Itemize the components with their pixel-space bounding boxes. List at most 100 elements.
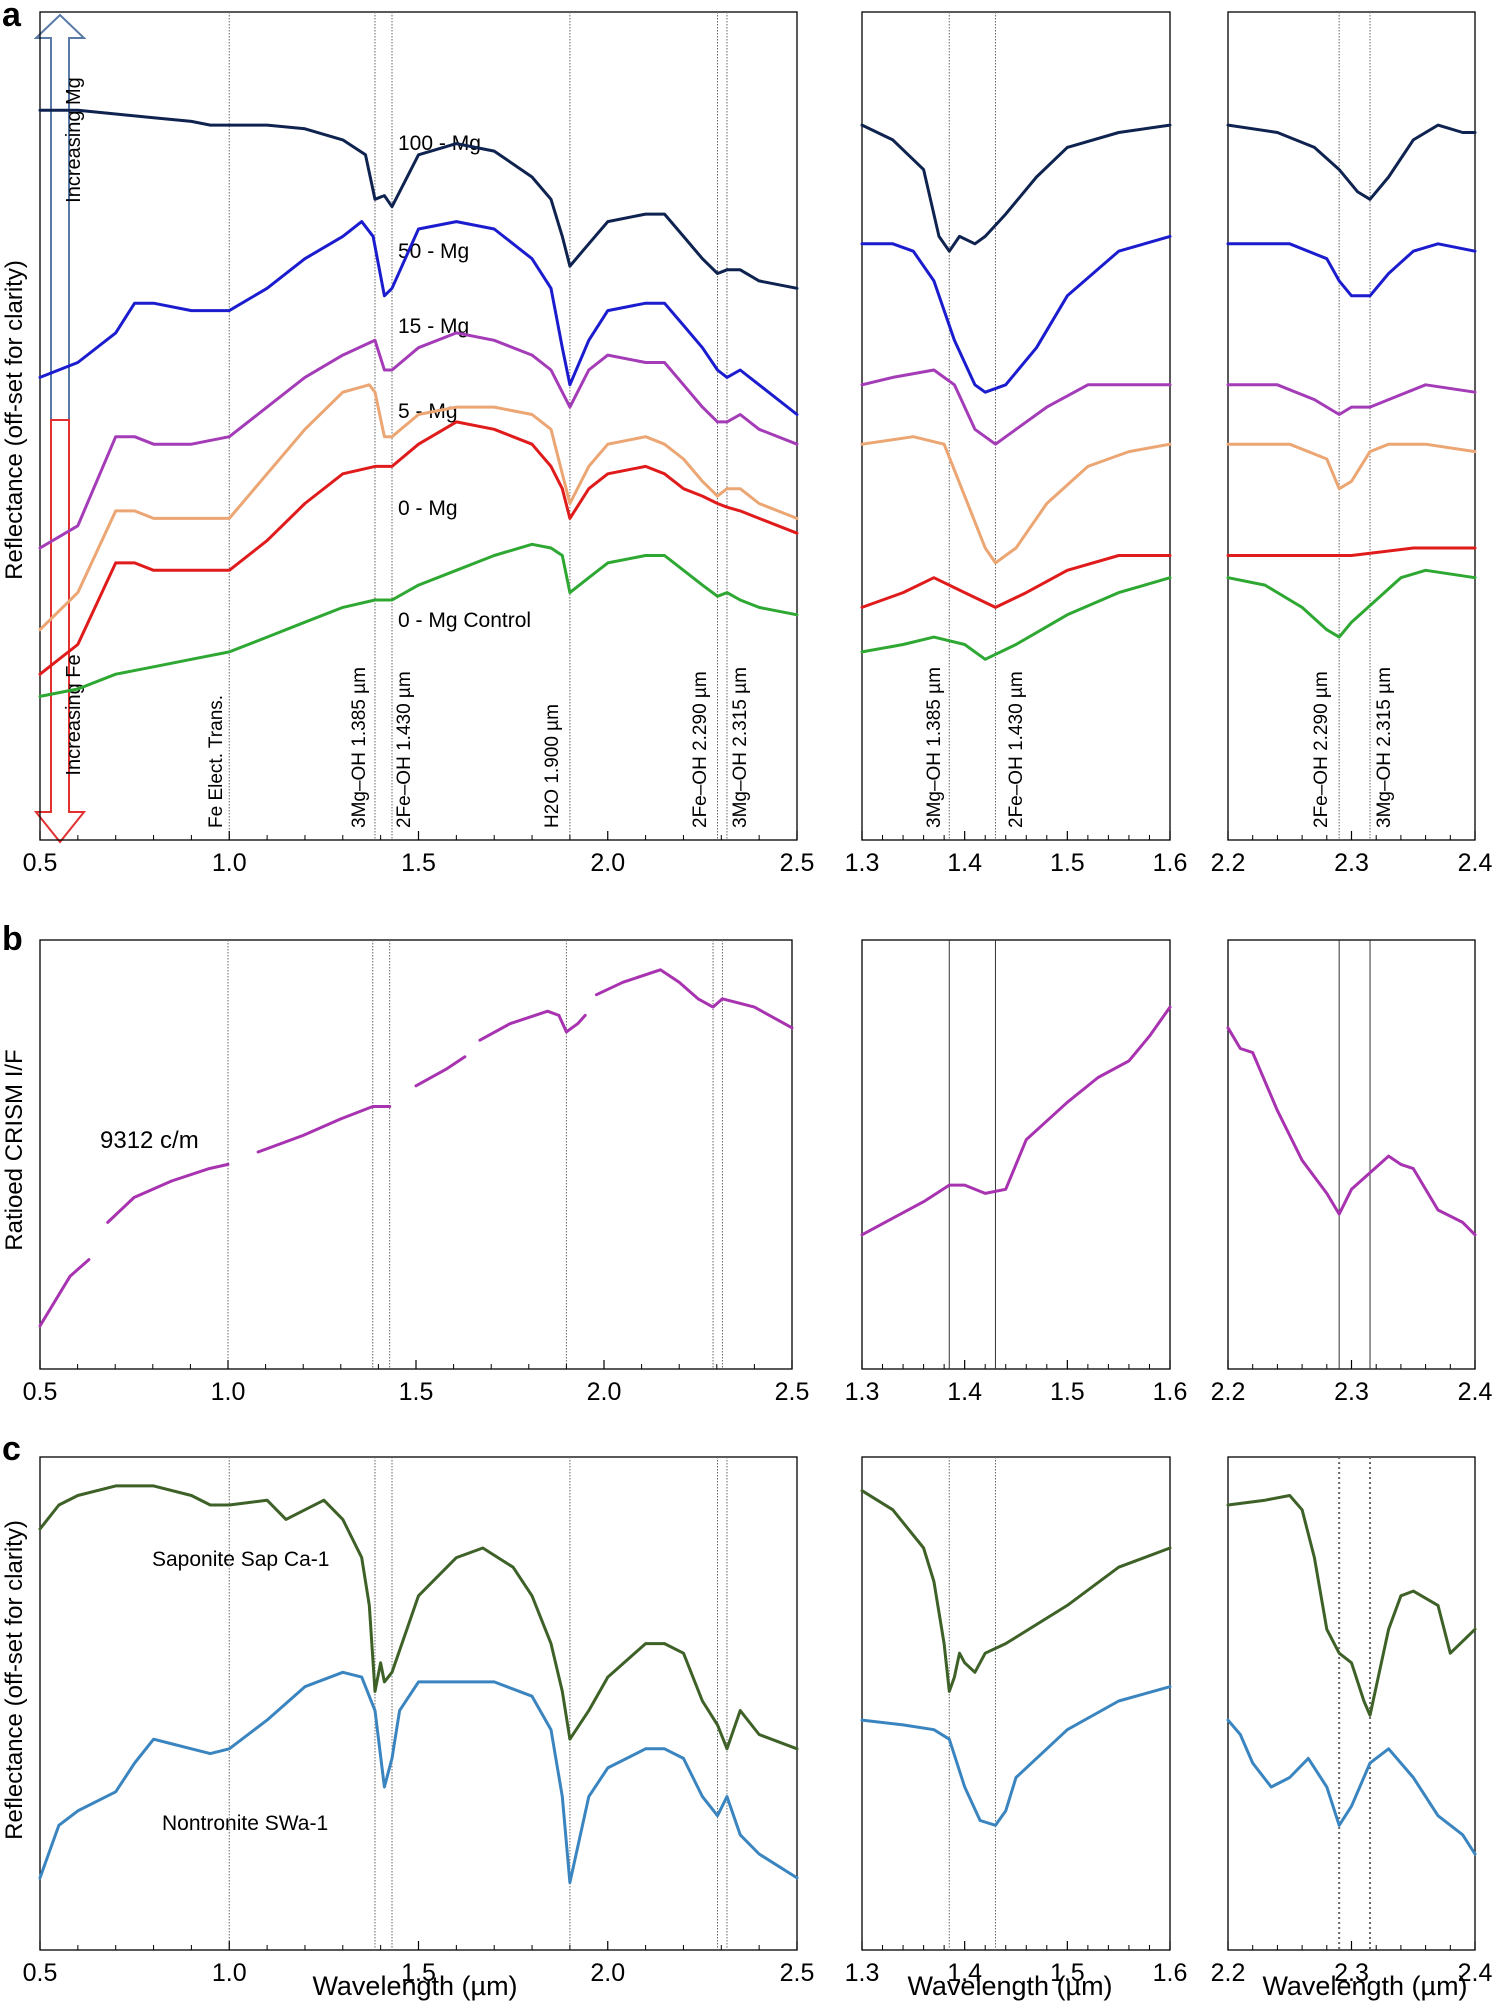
main-xlabel: Wavelength (µm)	[312, 1971, 517, 2001]
x-tick-label: 2.2	[1211, 849, 1246, 877]
x-tick-label: 2.5	[775, 1378, 810, 1406]
series-line-100-mg	[38, 108, 799, 290]
x-tick-label: 2.5	[780, 849, 815, 877]
series-label-15mg: 15 - Mg	[398, 315, 469, 338]
series-line-0-mg	[38, 420, 799, 676]
plot-frame	[861, 939, 1171, 1370]
x-tick-label: 2.4	[1458, 849, 1493, 877]
series-line-nontronite-swa-1	[860, 1685, 1172, 1827]
plot-c-main: 0.5 1.0 1.5 2.0 2.5	[23, 1456, 815, 1987]
x-tick-label: 0.5	[23, 849, 58, 877]
series-line-5-mg	[38, 383, 799, 632]
panel-label-c: c	[2, 1430, 21, 1468]
x-tick-label: 1.0	[211, 1378, 246, 1406]
increasing-mg-label: Increasing Mg	[63, 77, 85, 203]
x-tick-label: 2.5	[780, 1959, 815, 1987]
x-tick-label: 0.5	[23, 1959, 58, 1987]
series-line-saponite-sap-ca-1	[1226, 1494, 1477, 1717]
series-line-50-mg	[860, 234, 1172, 394]
plot-b-zoom2: 2.2 2.3 2.4	[1211, 939, 1493, 1406]
series-label-control: 0 - Mg Control	[398, 609, 531, 632]
x-tick-label: 2.0	[587, 1378, 622, 1406]
feature-label-h2o-text: H2O 1.900 µm	[542, 704, 563, 828]
series-line-0-mg-control	[38, 542, 799, 698]
series-line-nontronite-swa-1	[38, 1670, 799, 1885]
series-line-0-mg	[1226, 546, 1477, 557]
series-line-5-mg	[860, 435, 1172, 565]
series-line-0-mg-control	[860, 576, 1172, 661]
panel-c-ylabel: Reflectance (off-set for clarity)	[1, 1520, 28, 1840]
x-tick-label: 1.3	[845, 1959, 880, 1987]
x-tick-label: 1.5	[401, 1959, 436, 1987]
feature-label-3mgoh-2315: 3Mg–OH 2.315 µm	[730, 667, 751, 828]
panel-label-a: a	[2, 0, 22, 34]
plot-frame	[1227, 1456, 1476, 1951]
feature-label-2feoh-1430: 2Fe–OH 1.430 µm	[394, 671, 415, 828]
series-line-50-mg	[1226, 242, 1477, 298]
x-tick-label: 1.4	[947, 1959, 982, 1987]
plot-frame	[1227, 11, 1476, 841]
x-tick-label: 1.5	[1050, 1378, 1085, 1406]
plot-c-zoom2: 2.2 2.3 2.4	[1211, 1456, 1493, 1987]
series-line-15-mg	[1226, 383, 1477, 416]
plot-frame	[39, 1456, 798, 1951]
series-line-100-mg	[860, 123, 1172, 253]
feature-label-h2o-1900: H2O 1.900 µm	[542, 704, 563, 828]
x-tick-label: 2.3	[1334, 1378, 1369, 1406]
x-tick-label: 1.4	[947, 1378, 982, 1406]
x-tick-label: 1.3	[845, 849, 880, 877]
saponite-label: Saponite Sap Ca-1	[152, 1548, 329, 1571]
plot-a-main: 0.5 1.0 1.5 2.0 2.5	[23, 11, 815, 877]
series-line-9312-c-m	[860, 1005, 1172, 1237]
plot-frame	[39, 939, 793, 1370]
x-tick-label: 1.6	[1153, 1378, 1188, 1406]
feature-label-2feoh-2290: 2Fe–OH 2.290 µm	[690, 671, 711, 828]
series-line-9312-c-m	[595, 968, 794, 1030]
series-line-5-mg	[1226, 442, 1477, 491]
zoom1-feature-label-3mgoh: 3Mg–OH 1.385 µm	[924, 667, 945, 828]
plot-a-zoom2: 2.2 2.3 2.4	[1211, 11, 1493, 877]
series-label-0mg: 0 - Mg	[398, 497, 458, 520]
x-tick-label: 1.0	[212, 1959, 247, 1987]
x-tick-label: 2.4	[1458, 1959, 1493, 1987]
plot-c-zoom1: 1.3 1.4 1.5 1.6	[845, 1456, 1188, 1987]
feature-label-3mgoh-1385: 3Mg–OH 1.385 µm	[349, 667, 370, 828]
x-tick-label: 1.5	[399, 1378, 434, 1406]
series-line-0-mg	[860, 554, 1172, 609]
x-tick-label: 2.2	[1211, 1959, 1246, 1987]
x-tick-label: 2.0	[590, 1959, 625, 1987]
crism-annotation: 9312 c/m	[100, 1127, 199, 1154]
zoom2-feature-label-3mgoh: 3Mg–OH 2.315 µm	[1374, 667, 1395, 828]
series-line-0-mg-control	[1226, 568, 1477, 639]
x-tick-label: 2.4	[1458, 1378, 1493, 1406]
panel-a-ylabel: Reflectance (off-set for clarity)	[1, 260, 28, 580]
plot-a-zoom1: 1.3 1.4 1.5 1.6	[845, 11, 1187, 877]
series-line-9312-c-m	[106, 1162, 230, 1224]
plots: 0.5 1.0 1.5 2.0 2.5 1.3 1.4 1.5 1.6 2.2 2.3 2.4 0.5 1…	[23, 11, 1493, 1987]
series-label-50mg: 50 - Mg	[398, 240, 469, 263]
zoom2-xlabel: Wavelength (µm)	[1262, 1971, 1467, 2001]
nontronite-label: Nontronite SWa-1	[162, 1812, 328, 1835]
series-line-9312-c-m	[38, 1258, 91, 1328]
zoom1-feature-label-2feoh: 2Fe–OH 1.430 µm	[1006, 671, 1027, 828]
plot-frame	[861, 11, 1171, 841]
x-tick-label: 1.5	[1050, 849, 1085, 877]
x-tick-label: 1.0	[212, 849, 247, 877]
series-line-saponite-sap-ca-1	[38, 1484, 799, 1751]
series-line-9312-c-m	[478, 1009, 587, 1042]
series-line-9312-c-m	[414, 1055, 467, 1088]
x-tick-label: 1.6	[1153, 1959, 1188, 1987]
x-tick-label: 2.3	[1334, 849, 1369, 877]
x-tick-label: 1.3	[845, 1378, 880, 1406]
x-tick-label: 2.3	[1334, 1959, 1369, 1987]
series-line-15-mg	[860, 368, 1172, 446]
plot-frame	[1227, 939, 1476, 1370]
increasing-fe-arrow: Increasing Fe	[33, 419, 87, 844]
series-line-9312-c-m	[1226, 1026, 1477, 1237]
series-line-100-mg	[1226, 123, 1477, 201]
zoom1-xlabel: Wavelength (µm)	[907, 1971, 1112, 2001]
series-line-saponite-sap-ca-1	[860, 1489, 1172, 1693]
series-label-100mg: 100 - Mg	[398, 132, 481, 155]
plot-frame	[861, 1456, 1171, 1951]
